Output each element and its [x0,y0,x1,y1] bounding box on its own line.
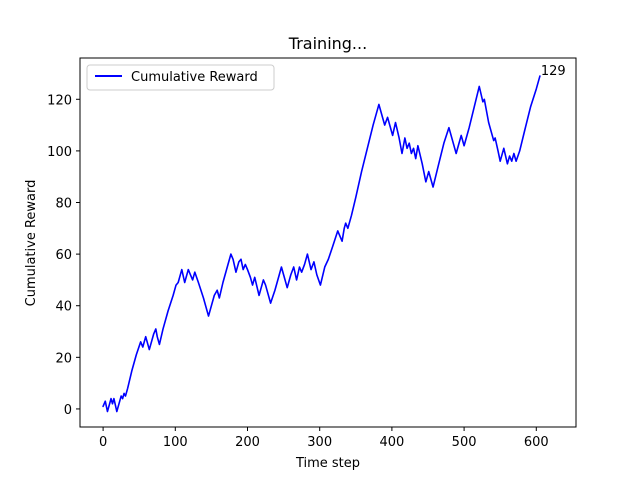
x-tick-label: 500 [452,435,477,450]
series-line-0 [102,75,541,413]
y-tick-label: 100 [47,145,72,160]
x-tick-label: 600 [524,435,549,450]
y-tick-label: 0 [64,403,72,418]
y-axis-ticks: 0 20 40 60 80 100 120 [47,93,80,418]
chart-title: Training... [288,34,367,53]
legend: Cumulative Reward [86,64,275,91]
y-tick-label: 20 [55,351,72,366]
x-tick-label: 100 [163,435,188,450]
legend-label: Cumulative Reward [131,70,258,85]
plot-area-frame [79,57,577,428]
series-layer [102,75,541,413]
legend-box [86,64,275,91]
x-tick-label: 300 [307,435,332,450]
final-value-annotation: 129 [541,64,566,79]
x-axis-label: Time step [295,456,360,471]
y-tick-label: 120 [47,93,72,108]
y-tick-label: 40 [55,300,72,315]
y-tick-label: 80 [55,197,72,212]
y-axis-label: Cumulative Reward [24,180,39,307]
x-tick-label: 0 [99,435,107,450]
y-tick-label: 60 [55,248,72,263]
x-axis-ticks: 0 100 200 300 400 500 600 [99,427,549,450]
annotation-layer: 129 [541,64,566,79]
x-tick-label: 200 [235,435,260,450]
x-tick-label: 400 [379,435,404,450]
